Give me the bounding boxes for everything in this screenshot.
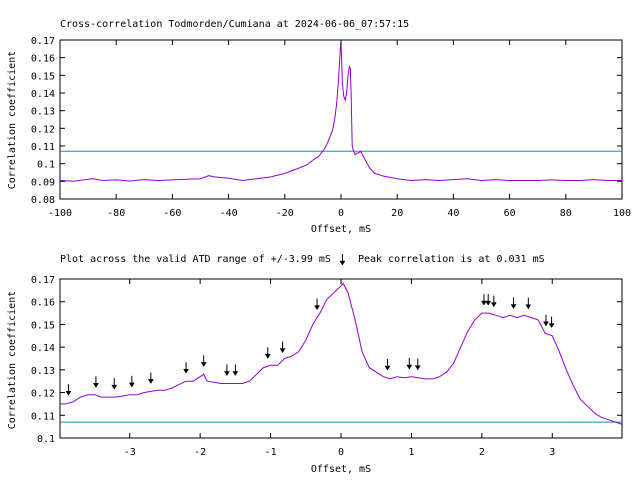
y-tick-label: 0.15 bbox=[31, 71, 55, 82]
top-chart-title: Cross-correlation Todmorden/Cumiana at 2… bbox=[60, 19, 409, 30]
y-tick-label: 0.16 bbox=[31, 298, 55, 309]
bottom-y-ticks: 0.1 0.11 0.12 0.13 0.14 0.15 0.16 0.17 bbox=[31, 275, 622, 445]
y-tick-label: 0.12 bbox=[31, 124, 55, 135]
x-tick-label: 20 bbox=[391, 208, 403, 219]
arrow-marker bbox=[548, 316, 555, 329]
x-tick-label: -40 bbox=[220, 208, 238, 219]
arrow-marker bbox=[200, 355, 207, 367]
x-tick-label: 60 bbox=[504, 208, 516, 219]
arrow-marker bbox=[128, 375, 135, 388]
top-series-line bbox=[59, 41, 622, 182]
y-tick-label: 0.14 bbox=[31, 343, 55, 354]
y-tick-label: 0.16 bbox=[31, 54, 55, 65]
x-tick-label: -1 bbox=[265, 447, 277, 458]
arrow-marker bbox=[542, 314, 549, 327]
arrow-marker bbox=[481, 294, 487, 306]
arrow-marker bbox=[279, 341, 286, 354]
y-tick-label: 0.08 bbox=[31, 195, 55, 206]
top-x-ticks: -100 -80 -60 -40 -20 0 20 40 60 80 100 bbox=[48, 40, 631, 219]
y-tick-label: 0.13 bbox=[31, 107, 55, 118]
arrow-marker bbox=[490, 295, 497, 308]
x-tick-label: -3 bbox=[124, 447, 136, 458]
arrow-marker bbox=[414, 358, 421, 371]
bottom-arrow-markers bbox=[65, 254, 555, 396]
bottom-series-line bbox=[60, 282, 623, 425]
y-tick-label: 0.1 bbox=[37, 434, 55, 445]
x-tick-label: 80 bbox=[560, 208, 572, 219]
y-tick-label: 0.1 bbox=[37, 160, 55, 171]
arrow-marker bbox=[485, 294, 492, 306]
x-tick-label: -20 bbox=[276, 208, 294, 219]
x-tick-label: 0 bbox=[338, 208, 344, 219]
arrow-marker bbox=[384, 359, 391, 371]
y-tick-label: 0.11 bbox=[31, 411, 55, 422]
bottom-chart: Plot across the valid ATD range of +/-3.… bbox=[7, 254, 623, 475]
x-tick-label: 40 bbox=[447, 208, 459, 219]
x-tick-label: 2 bbox=[479, 447, 485, 458]
arrow-marker bbox=[406, 358, 413, 370]
arrow-marker bbox=[510, 297, 517, 309]
x-tick-label: -100 bbox=[48, 208, 72, 219]
x-tick-label: 100 bbox=[613, 208, 631, 219]
x-tick-label: 3 bbox=[549, 447, 555, 458]
top-y-ticks: 0.08 0.09 0.1 0.11 0.12 0.13 0.14 0.15 0.16 0.17 bbox=[31, 36, 622, 206]
arrow-marker bbox=[223, 364, 230, 376]
bottom-x-ticks: -3 -2 -1 0 1 2 3 bbox=[124, 279, 555, 458]
y-tick-label: 0.15 bbox=[31, 320, 55, 331]
arrow-marker bbox=[111, 378, 118, 390]
arrow-marker bbox=[147, 372, 154, 384]
top-plot-frame bbox=[59, 39, 623, 200]
arrow-marker bbox=[183, 362, 190, 374]
arrow-marker bbox=[92, 376, 99, 388]
top-chart: Cross-correlation Todmorden/Cumiana at 2… bbox=[7, 19, 631, 235]
arrow-marker bbox=[232, 364, 239, 376]
peak-annotation: Peak correlation is at 0.031 mS bbox=[358, 254, 545, 265]
y-tick-label: 0.09 bbox=[31, 177, 55, 188]
bottom-chart-title: Plot across the valid ATD range of +/-3.… bbox=[60, 254, 331, 265]
x-tick-label: -60 bbox=[163, 208, 181, 219]
arrow-marker bbox=[339, 254, 346, 266]
y-tick-label: 0.13 bbox=[31, 366, 55, 377]
bottom-x-axis-label: Offset, mS bbox=[311, 464, 371, 475]
y-tick-label: 0.17 bbox=[31, 36, 55, 47]
x-tick-label: -80 bbox=[107, 208, 125, 219]
arrow-marker bbox=[314, 298, 321, 311]
bottom-plot-frame bbox=[59, 278, 623, 439]
y-tick-label: 0.14 bbox=[31, 89, 55, 100]
y-tick-label: 0.11 bbox=[31, 142, 55, 153]
top-y-axis-label: Correlation coefficient bbox=[7, 51, 18, 189]
arrow-marker bbox=[264, 347, 271, 359]
x-tick-label: 0 bbox=[338, 447, 344, 458]
arrow-marker bbox=[525, 297, 532, 310]
bottom-y-axis-label: Correlation coefficient bbox=[7, 291, 18, 429]
x-tick-label: -2 bbox=[194, 447, 206, 458]
y-tick-label: 0.12 bbox=[31, 389, 55, 400]
x-tick-label: 1 bbox=[408, 447, 414, 458]
top-x-axis-label: Offset, mS bbox=[311, 224, 371, 235]
arrow-marker bbox=[65, 384, 72, 396]
y-tick-label: 0.17 bbox=[31, 275, 55, 286]
